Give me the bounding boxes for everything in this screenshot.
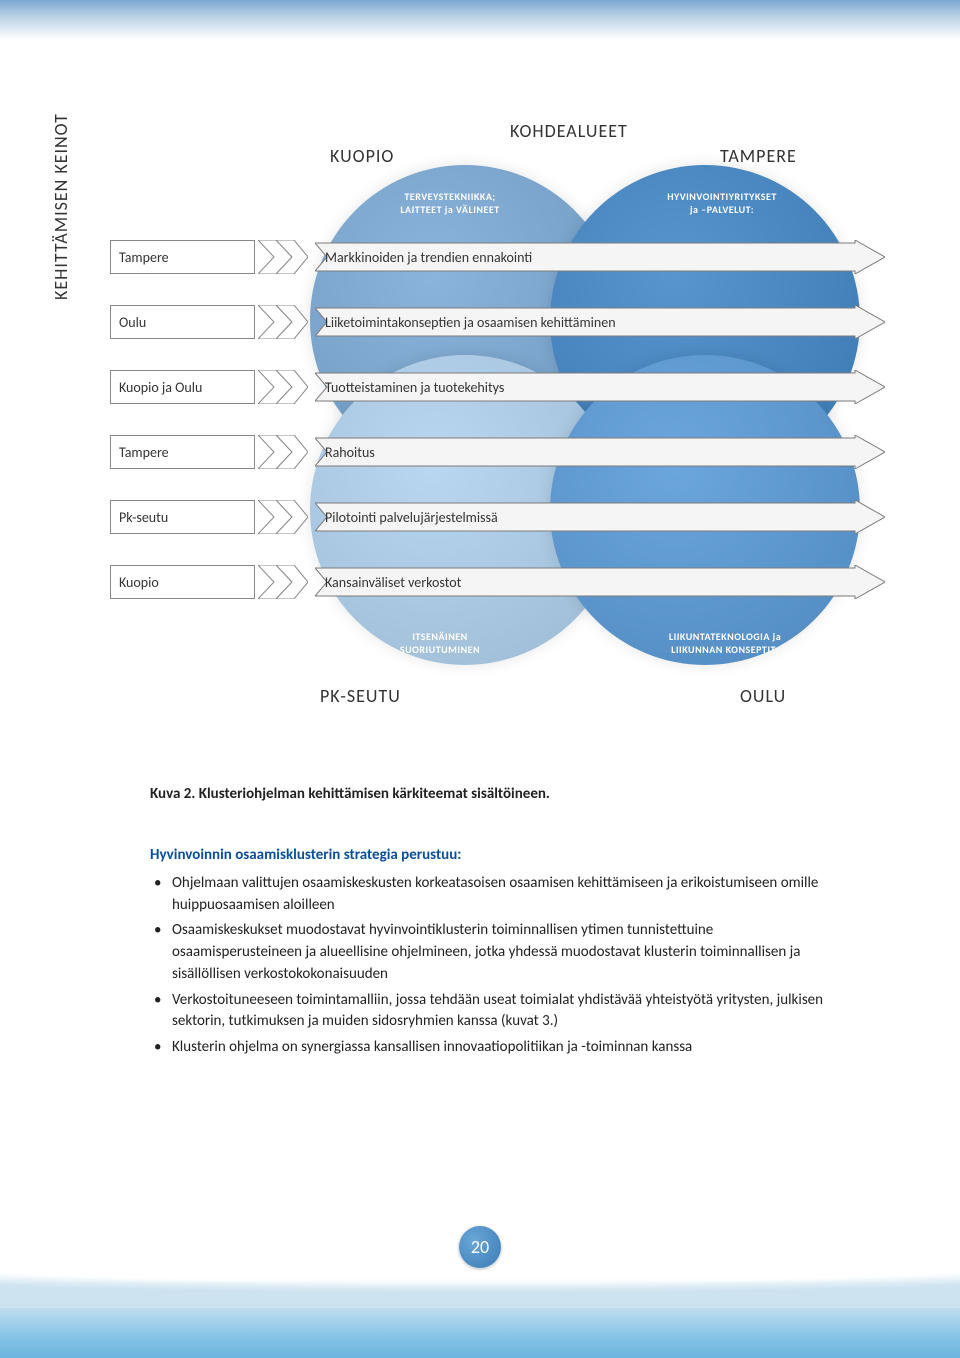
cluster-diagram: KEHITTÄMISEN KEINOT KOHDEALUEET KUOPIO T…	[90, 120, 890, 740]
theme-arrow-label: Liiketoimintakonseptien ja osaamisen keh…	[315, 308, 855, 336]
strategy-bullet: Verkostoituneeseen toimintamalliin, joss…	[172, 990, 840, 1034]
ellipse-label-tr: HYVINVOINTIYRITYKSETja –PALVELUT:	[642, 190, 802, 216]
source-box-3: Tampere	[110, 435, 255, 469]
source-box-0: Tampere	[110, 240, 255, 274]
y-axis-label: KEHITTÄMISEN KEINOT	[50, 0, 72, 300]
theme-arrow-0: Markkinoiden ja trendien ennakointi	[315, 243, 885, 271]
ellipse-label-br: LIIKUNTATEKNOLOGIA jaLIIKUNNAN KONSEPTIT…	[640, 630, 810, 656]
strategy-text-block: Hyvinvoinnin osaamisklusterin strategia …	[150, 845, 840, 1063]
strategy-bullet-list: Ohjelmaan valittujen osaamiskeskusten ko…	[150, 873, 840, 1059]
ellipse-label-bl: ITSENÄINENSUORIUTUMINEN	[370, 630, 510, 656]
theme-arrow-1: Liiketoimintakonseptien ja osaamisen keh…	[315, 308, 885, 336]
figure-caption-text: Kuva 2. Klusteriohjelman kehittämisen kä…	[150, 785, 550, 803]
theme-arrow-label: Rahoitus	[315, 438, 855, 466]
source-box-2: Kuopio ja Oulu	[110, 370, 255, 404]
strategy-bullet: Klusterin ohjelma on synergiassa kansall…	[172, 1037, 840, 1059]
theme-arrow-4: Pilotointi palvelujärjestelmissä	[315, 503, 885, 531]
theme-arrow-5: Kansainväliset verkostot	[315, 568, 885, 596]
theme-arrow-label: Markkinoiden ja trendien ennakointi	[315, 243, 855, 271]
theme-arrow-2: Tuotteistaminen ja tuotekehitys	[315, 373, 885, 401]
theme-arrow-label: Pilotointi palvelujärjestelmissä	[315, 503, 855, 531]
venn-diagram	[290, 155, 870, 695]
figure-caption: Kuva 2. Klusteriohjelman kehittämisen kä…	[150, 785, 550, 803]
theme-arrow-label: Kansainväliset verkostot	[315, 568, 855, 596]
page-bottom-wave	[0, 1278, 960, 1358]
strategy-lead: Hyvinvoinnin osaamisklusterin strategia …	[150, 845, 840, 867]
strategy-bullet: Osaamiskeskukset muodostavat hyvinvointi…	[172, 920, 840, 985]
theme-arrow-label: Tuotteistaminen ja tuotekehitys	[315, 373, 855, 401]
source-box-1: Oulu	[110, 305, 255, 339]
strategy-bullet: Ohjelmaan valittujen osaamiskeskusten ko…	[172, 873, 840, 917]
source-box-5: Kuopio	[110, 565, 255, 599]
source-box-4: Pk-seutu	[110, 500, 255, 534]
diagram-title: KOHDEALUEET	[510, 120, 628, 142]
ellipse-label-tl: TERVEYSTEKNIIKKA;LAITTEET ja VÄLINEET	[375, 190, 525, 216]
page-top-gradient	[0, 0, 960, 40]
theme-arrow-3: Rahoitus	[315, 438, 885, 466]
